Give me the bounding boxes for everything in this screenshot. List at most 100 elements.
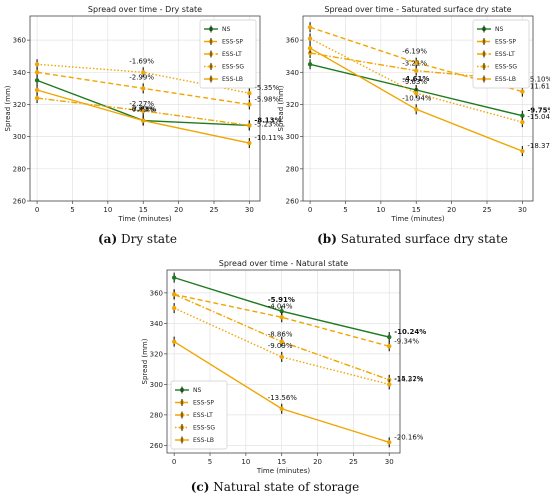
data-point	[520, 89, 525, 94]
data-point	[141, 70, 146, 75]
caption-a: (a) Dry state	[0, 232, 275, 246]
data-point	[247, 102, 252, 107]
legend-label: NS	[222, 26, 230, 33]
series-line-ess-sp	[174, 293, 390, 347]
legend-label: ESS-LT	[222, 51, 242, 58]
legend-label: ESS-SP	[222, 39, 243, 46]
data-label: -9.34%	[394, 337, 419, 345]
x-tick-label: 0	[35, 206, 39, 214]
x-tick-label: 10	[103, 206, 112, 214]
plot-frame	[166, 269, 401, 454]
legend-label: ESS-LT	[495, 51, 515, 58]
data-label: -5.98%	[254, 95, 279, 103]
x-tick-label: 5	[208, 458, 212, 466]
x-tick-label: 5	[70, 206, 74, 214]
data-point	[34, 70, 40, 75]
legend-label: ESS-LB	[222, 76, 243, 83]
data-point	[387, 382, 392, 387]
data-point	[520, 148, 525, 154]
plot-frame	[29, 15, 261, 202]
data-point	[171, 275, 177, 280]
data-label: -8.86%	[268, 331, 293, 339]
y-tick-label: 320	[13, 101, 26, 109]
data-point	[247, 123, 252, 128]
y-tick-label: 360	[13, 37, 26, 45]
y-tick-label: 340	[150, 320, 163, 328]
data-point	[247, 91, 252, 96]
x-tick-label: 0	[172, 458, 176, 466]
caption-b-text: Saturated surface dry state	[340, 232, 508, 246]
data-point	[520, 119, 525, 125]
data-label: -18.37%	[527, 142, 550, 150]
data-point	[171, 292, 177, 297]
data-point	[307, 45, 313, 51]
y-tick-label: 280	[286, 165, 299, 173]
x-tick-label: 25	[483, 206, 492, 214]
legend-label: NS	[193, 387, 201, 394]
data-point	[279, 339, 284, 344]
y-tick-label: 300	[150, 381, 163, 389]
data-point	[414, 68, 419, 73]
data-point	[307, 25, 313, 30]
x-tick-label: 30	[518, 206, 527, 214]
y-tick-label: 260	[13, 198, 26, 206]
data-point	[414, 91, 419, 96]
legend-box	[199, 19, 257, 89]
chart-title: Spread over time - Dry state	[88, 5, 202, 14]
data-point	[34, 78, 40, 83]
data-point	[387, 344, 392, 349]
data-point	[414, 60, 419, 65]
data-label: -13.56%	[268, 394, 298, 402]
data-label: -2.27%	[129, 100, 154, 108]
data-label: -5.91%	[268, 296, 295, 304]
legend-label: NS	[495, 26, 503, 33]
data-label: -9.09%	[268, 342, 293, 350]
data-point	[34, 95, 40, 101]
data-label: -9.63%	[402, 78, 427, 86]
x-tick-label: 30	[245, 206, 254, 214]
legend-box	[472, 19, 530, 89]
caption-c: (c) Natural state of storage	[0, 480, 550, 494]
caption-b-letter: (b)	[317, 232, 337, 246]
chart-panel-2: Spread over time - Natural state 0 5 10 15 20…	[141, 259, 426, 475]
data-point	[279, 354, 284, 360]
legend-label: ESS-LB	[193, 437, 214, 444]
x-tick-label: 15	[412, 206, 421, 214]
data-point	[520, 113, 525, 118]
caption-a-text: Dry state	[120, 232, 177, 246]
data-point	[387, 440, 392, 445]
y-axis-label: Spread (mm)	[141, 338, 149, 384]
data-label: -2.99%	[129, 73, 154, 81]
data-point	[141, 118, 146, 123]
x-tick-label: 10	[241, 458, 250, 466]
y-tick-label: 360	[150, 289, 163, 297]
y-tick-label: 320	[150, 350, 163, 358]
legend-box	[170, 380, 228, 450]
legend-label: ESS-SG	[193, 425, 215, 432]
x-tick-label: 25	[210, 206, 219, 214]
x-tick-label: 20	[447, 206, 456, 214]
data-point	[171, 339, 177, 344]
data-point	[34, 87, 40, 93]
x-axis-label: Time (minutes)	[390, 215, 444, 223]
chart-title: Spread over time - Natural state	[219, 259, 349, 268]
x-tick-label: 20	[313, 458, 322, 466]
x-tick-label: 0	[308, 206, 312, 214]
data-label: -5.23%	[254, 120, 279, 128]
x-tick-label: 15	[139, 206, 148, 214]
data-point	[141, 86, 146, 91]
data-point	[414, 107, 419, 112]
data-point	[307, 36, 313, 41]
y-tick-label: 260	[286, 198, 299, 206]
data-label: -8.13%	[254, 116, 281, 124]
chart-panel-0: Spread over time - Dry state 0 5 10 15 20 25 30…	[4, 5, 284, 223]
y-tick-label: 280	[13, 165, 26, 173]
y-tick-label: 300	[286, 133, 299, 141]
y-tick-label: 260	[150, 442, 163, 450]
plot-frame	[302, 15, 534, 202]
data-label: -6.09%	[129, 106, 154, 114]
caption-c-letter: (c)	[190, 480, 210, 494]
data-label: -1.69%	[129, 57, 154, 65]
caption-b: (b) Saturated surface dry state	[275, 232, 550, 246]
legend-label: ESS-SG	[222, 64, 244, 71]
